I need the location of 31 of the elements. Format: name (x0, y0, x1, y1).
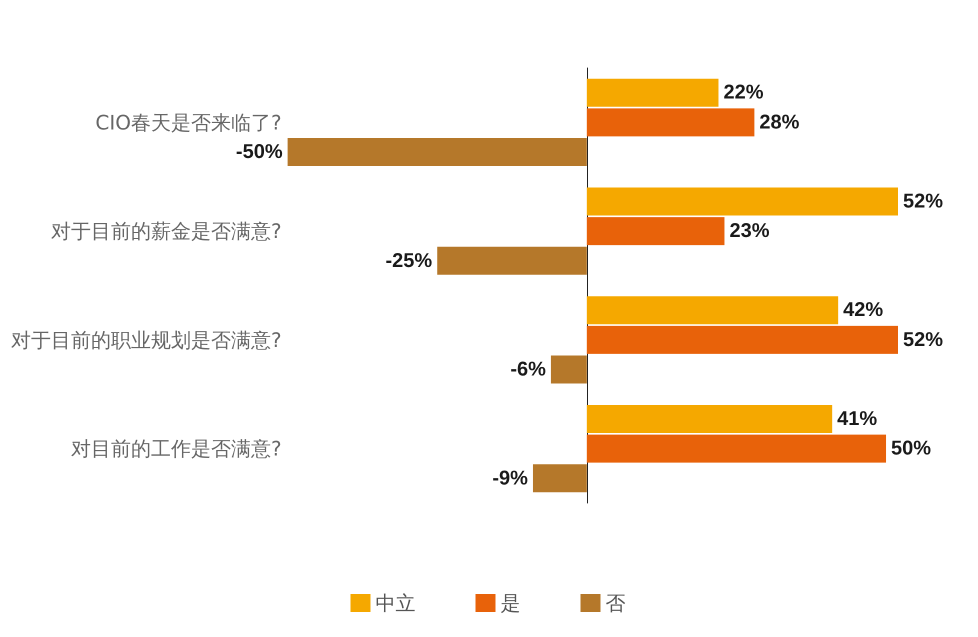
bar (437, 246, 587, 275)
bar (532, 464, 587, 492)
bar (586, 108, 754, 136)
bar (586, 404, 832, 433)
bar (586, 296, 838, 324)
data-label: 50% (891, 438, 932, 460)
data-label: 42% (843, 299, 884, 322)
legend-label: 中立 (376, 591, 416, 615)
bar (586, 434, 886, 463)
bar (586, 326, 898, 354)
y-tick-label: CIO春天是否来临了? (95, 110, 282, 134)
data-label: 28% (759, 111, 800, 134)
data-label: -6% (510, 358, 546, 381)
y-tick-label: 对于目前的职业规划是否满意? (10, 328, 282, 352)
bar (288, 138, 587, 166)
data-label: 23% (729, 220, 770, 242)
legend-label: 是 (500, 591, 520, 615)
data-label: 41% (837, 408, 878, 430)
bar (586, 78, 718, 107)
data-label: 52% (903, 190, 944, 212)
data-label: -9% (492, 467, 528, 490)
bar (550, 356, 587, 384)
y-tick-label: 对于目前的薪金是否满意? (50, 219, 282, 244)
legend-label: 否 (606, 591, 626, 615)
data-label: -25% (386, 250, 432, 272)
bar (586, 217, 724, 246)
data-label: 22% (723, 82, 764, 104)
data-label: 52% (903, 328, 944, 351)
y-tick-label: 对目前的工作是否满意? (70, 436, 282, 461)
bar (586, 187, 898, 216)
data-label: -50% (236, 141, 283, 164)
